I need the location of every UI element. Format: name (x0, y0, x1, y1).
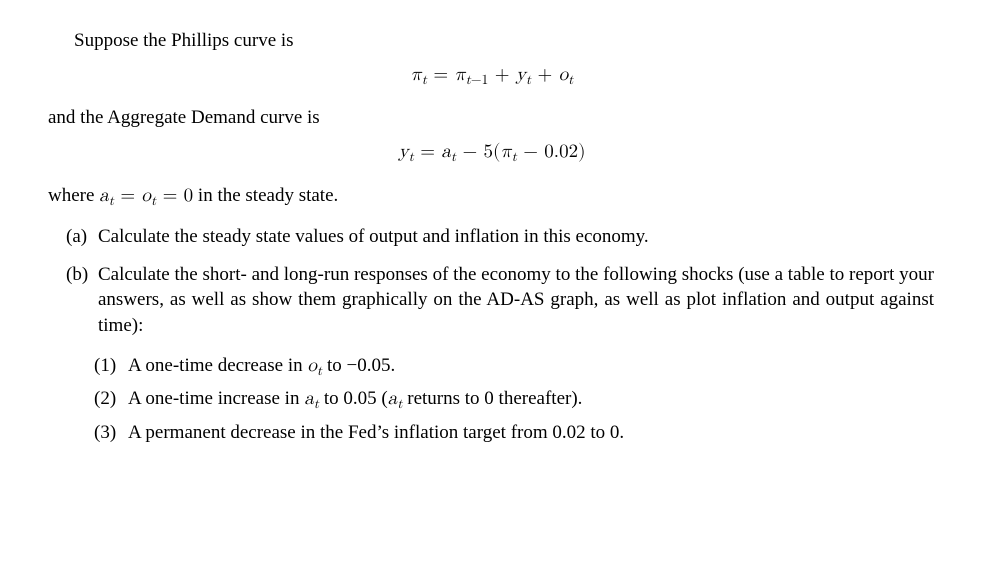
question-list: (a) Calculate the steady state values of… (48, 224, 936, 445)
item-a: (a) Calculate the steady state values of… (66, 224, 936, 250)
sub-body-1: A one-time decrease in ot to −0.05. (128, 353, 936, 379)
sub-label-3: (3) (94, 420, 128, 446)
s2-math1: at (304, 389, 319, 408)
s1-pre: A one-time decrease in (128, 355, 307, 376)
label-a: (a) (66, 224, 98, 250)
where-math: at = ot = 0 (99, 186, 193, 205)
s1-math: ot (307, 356, 322, 375)
body-b: Calculate the short- and long-run respon… (98, 262, 934, 339)
where-post: in the steady state. (193, 185, 338, 206)
sub-question-list: (1) A one-time decrease in ot to −0.05. … (94, 353, 936, 446)
s1-post: to −0.05. (322, 355, 395, 376)
sub-label-2: (2) (94, 386, 128, 412)
s2-math2: at (388, 389, 403, 408)
sub-item-3: (3) A permanent decrease in the Fed’s in… (94, 420, 936, 446)
equation-ad: yt = at − 5(πt − 0.02) (48, 139, 936, 165)
sub-item-1: (1) A one-time decrease in ot to −0.05. (94, 353, 936, 379)
s2-pre: A one-time increase in (128, 388, 304, 409)
item-b: (b) Calculate the short- and long-run re… (66, 262, 936, 339)
where-pre: where (48, 185, 99, 206)
sub-label-1: (1) (94, 353, 128, 379)
intro-ad: and the Aggregate Demand curve is (48, 105, 936, 131)
sub-body-2: A one-time increase in at to 0.05 (at re… (128, 386, 936, 412)
body-a: Calculate the steady state values of out… (98, 224, 934, 250)
sub-item-2: (2) A one-time increase in at to 0.05 (a… (94, 386, 936, 412)
where-clause: where at = ot = 0 in the steady state. (48, 183, 936, 209)
intro-phillips: Suppose the Phillips curve is (48, 28, 936, 54)
eq2-math: yt = at − 5(πt − 0.02) (399, 142, 586, 161)
document-page: Suppose the Phillips curve is πt = πt−1 … (0, 0, 984, 446)
label-b: (b) (66, 262, 98, 339)
sub-body-3: A permanent decrease in the Fed’s inflat… (128, 420, 936, 446)
eq1-math: πt = πt−1 + yt + ot (411, 65, 574, 84)
equation-phillips: πt = πt−1 + yt + ot (48, 62, 936, 88)
s2-mid: to 0.05 ( (319, 388, 388, 409)
s2-post: returns to 0 thereafter). (403, 388, 583, 409)
